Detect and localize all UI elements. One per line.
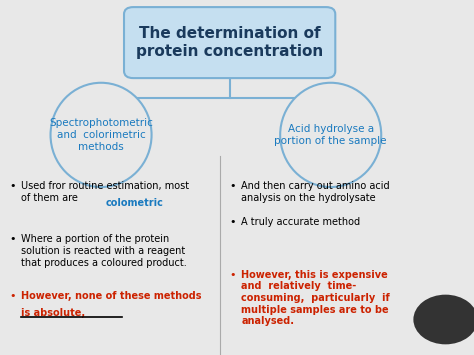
Ellipse shape <box>51 83 152 187</box>
Ellipse shape <box>280 83 381 187</box>
Text: •: • <box>9 291 16 301</box>
Text: Acid hydrolyse a
portion of the sample: Acid hydrolyse a portion of the sample <box>274 124 387 146</box>
Text: is absolute,: is absolute, <box>21 308 85 318</box>
Text: The determination of
protein concentration: The determination of protein concentrati… <box>136 26 323 59</box>
Text: However, this is expensive
and  relatively  time-
consuming,  particularly  if
m: However, this is expensive and relativel… <box>241 270 390 326</box>
Circle shape <box>413 295 474 344</box>
FancyBboxPatch shape <box>124 7 335 78</box>
Text: •: • <box>9 181 16 191</box>
Text: A truly accurate method: A truly accurate method <box>241 217 360 226</box>
Text: Spectrophotometric
and  colorimetric
methods: Spectrophotometric and colorimetric meth… <box>49 118 153 152</box>
Text: •: • <box>9 234 16 244</box>
Text: •: • <box>229 181 236 191</box>
Text: •: • <box>229 217 236 226</box>
Text: Where a portion of the protein
solution is reacted with a reagent
that produces : Where a portion of the protein solution … <box>21 234 186 268</box>
Text: colometric: colometric <box>106 198 164 208</box>
Text: And then carry out amino acid
analysis on the hydrolysate: And then carry out amino acid analysis o… <box>241 181 390 203</box>
Text: Used fror routine estimation, most
of them are: Used fror routine estimation, most of th… <box>21 181 189 203</box>
Text: However, none of these methods: However, none of these methods <box>21 291 201 301</box>
Text: •: • <box>229 270 236 280</box>
